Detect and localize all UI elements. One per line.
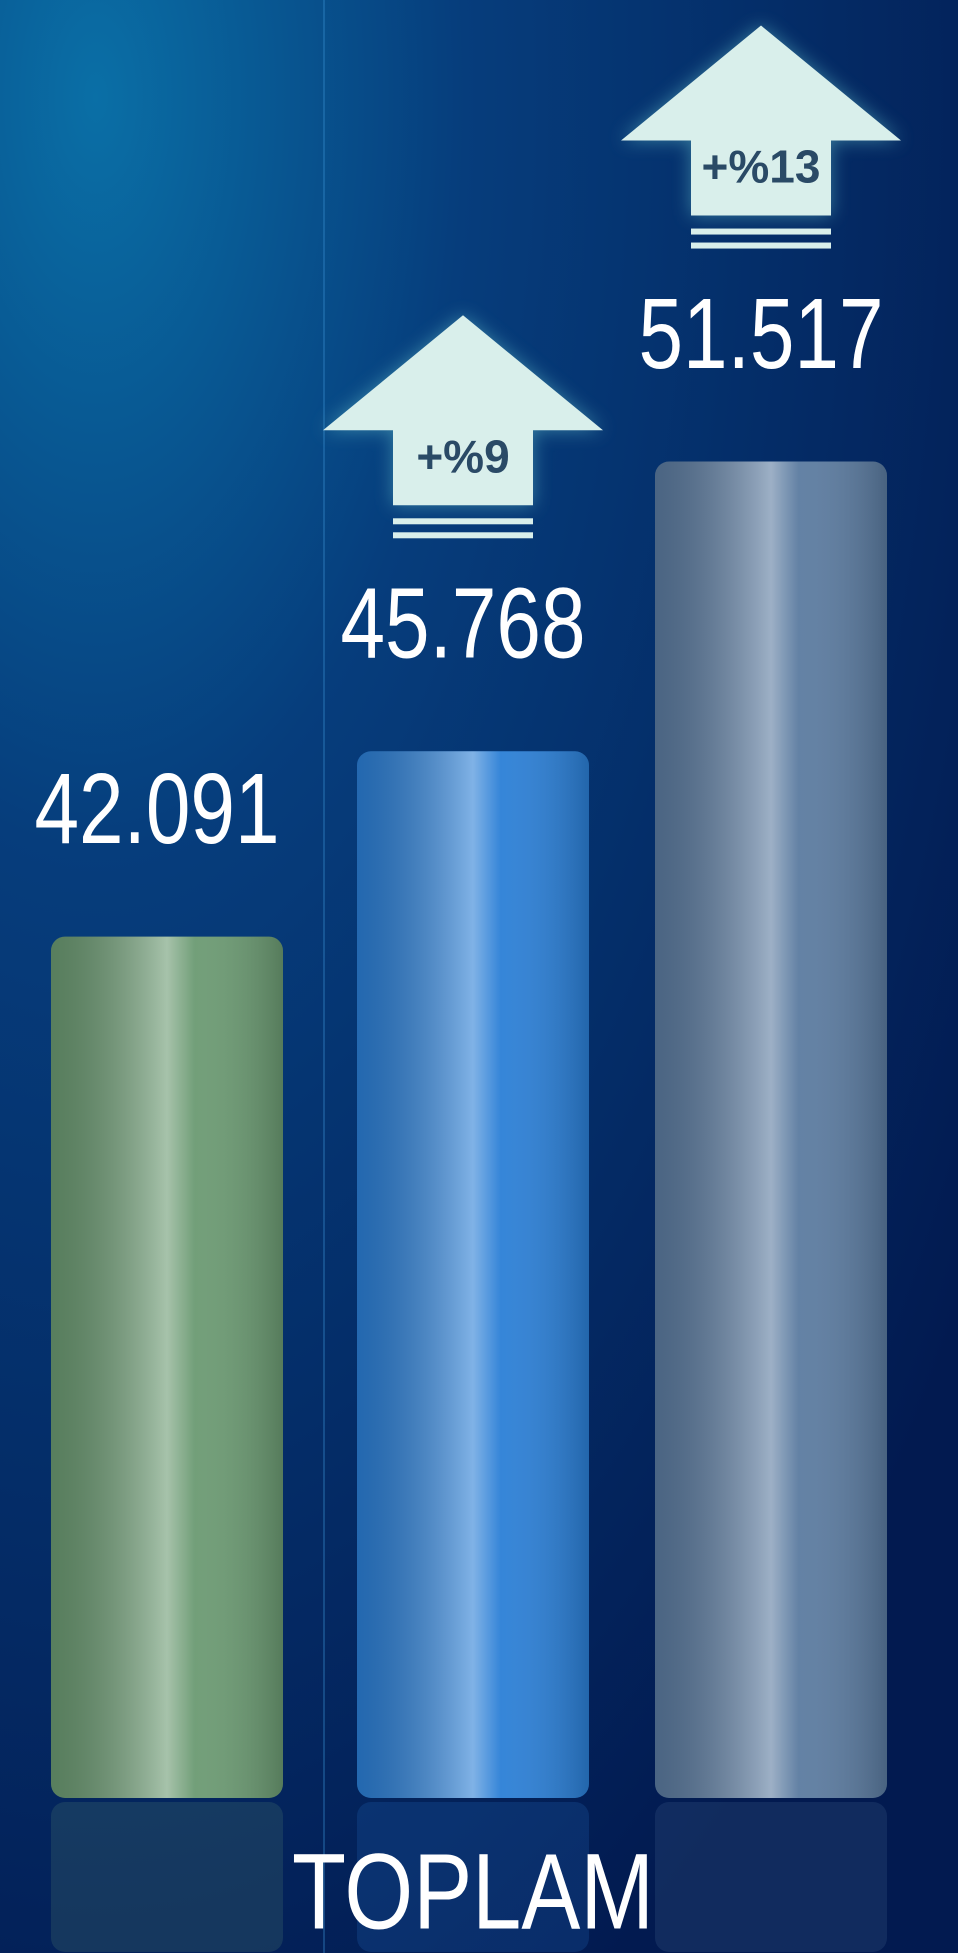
value-label: 42.091	[35, 753, 280, 865]
bar-reflection	[655, 1802, 887, 1952]
increase-arrow: +%13	[621, 25, 901, 249]
value-label: 45.768	[341, 568, 586, 680]
arrow-stripe	[393, 518, 533, 525]
arrow-stripe	[691, 228, 831, 235]
bar-shine	[51, 936, 283, 1798]
value-label: 51.517	[639, 278, 884, 390]
annotation: +%13	[702, 141, 821, 193]
arrow-stripe	[393, 532, 533, 539]
bar-shine	[655, 461, 887, 1798]
chart-title: TOPLAM	[292, 1831, 654, 1952]
arrow	[323, 315, 603, 506]
bar-shine	[357, 751, 589, 1799]
arrow-stripe	[691, 242, 831, 249]
arrow	[621, 25, 901, 216]
annotation: +%9	[416, 430, 509, 482]
bar-reflection	[51, 1802, 283, 1952]
bar-reflection	[357, 1802, 589, 1952]
increase-arrow: +%9	[323, 315, 603, 539]
